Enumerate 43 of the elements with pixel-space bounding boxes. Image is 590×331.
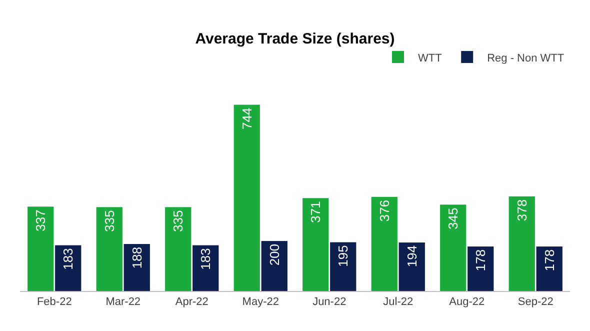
data-label: 335	[170, 210, 186, 232]
bar	[440, 204, 466, 291]
bar	[536, 246, 562, 291]
data-label: 378	[514, 199, 530, 222]
bar	[398, 242, 425, 291]
x-tick-label: Apr-22	[175, 296, 208, 308]
bar	[28, 206, 54, 291]
legend-label: WTT	[418, 52, 442, 64]
bar	[261, 240, 288, 291]
data-label: 195	[336, 245, 351, 267]
data-label: 200	[266, 244, 282, 266]
legend-label: Reg - Non WTT	[487, 52, 564, 64]
x-tick-label: Jun-22	[312, 296, 346, 308]
data-label: 178	[473, 249, 488, 272]
bar	[124, 244, 150, 291]
x-tick-label: May-22	[242, 296, 279, 308]
x-tick-label: Sep-22	[518, 296, 554, 308]
bar	[508, 196, 535, 291]
bar	[330, 242, 356, 291]
bar	[165, 207, 192, 291]
bar	[96, 207, 122, 291]
data-label: 188	[129, 246, 144, 269]
bar	[192, 245, 219, 291]
x-tick-label: Aug-22	[449, 296, 485, 308]
x-tick-label: Feb-22	[36, 296, 72, 308]
data-label: 376	[376, 200, 392, 222]
data-label: 183	[60, 248, 76, 270]
bar	[371, 196, 398, 291]
data-label: 371	[308, 201, 324, 223]
bar	[468, 246, 494, 291]
data-label: 178	[542, 249, 557, 272]
data-label: 194	[404, 245, 420, 268]
data-label: 345	[446, 208, 461, 230]
data-label: 183	[198, 248, 214, 270]
chart-title: Average Trade Size (shares)	[195, 30, 395, 48]
x-tick-label: Jul-22	[383, 296, 414, 308]
bar	[234, 104, 260, 291]
bar	[55, 245, 82, 291]
x-tick-label: Mar-22	[106, 296, 141, 308]
data-label: 744	[239, 108, 254, 130]
data-label: 335	[102, 210, 117, 232]
data-label: 337	[33, 210, 48, 232]
bar	[302, 198, 329, 291]
